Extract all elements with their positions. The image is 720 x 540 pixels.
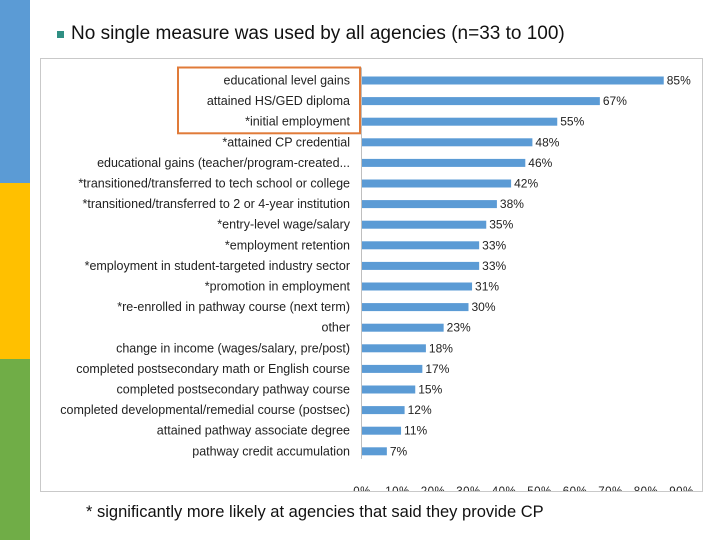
bar	[362, 241, 480, 250]
category-label: attained pathway associate degree	[157, 424, 350, 438]
category-label: *entry-level wage/salary	[217, 218, 350, 232]
bar	[362, 97, 600, 106]
value-label: 46%	[528, 156, 552, 170]
category-label: completed postsecondary math or English …	[76, 362, 350, 376]
category-label: educational level gains	[224, 74, 350, 88]
value-label: 12%	[408, 403, 432, 417]
category-label: *employment in student-targeted industry…	[85, 259, 350, 273]
category-label: *re-enrolled in pathway course (next ter…	[117, 300, 350, 314]
category-label: *attained CP credential	[222, 135, 350, 149]
bar	[362, 261, 480, 270]
slide-title: No single measure was used by all agenci…	[71, 23, 565, 44]
bar	[362, 385, 416, 394]
bar-chart: educational level gains 85% attained HS/GE…	[60, 66, 694, 491]
category-label: completed developmental/remedial course …	[60, 403, 350, 417]
category-label: *transitioned/transferred to tech school…	[78, 177, 350, 191]
bar	[362, 179, 512, 188]
bar	[362, 117, 558, 126]
bar	[362, 303, 469, 312]
bar	[362, 426, 402, 435]
x-tick-label: 40%	[492, 486, 517, 491]
sidebar-accent	[0, 0, 30, 540]
x-tick-label: 60%	[563, 486, 588, 491]
footnote: * significantly more likely at agencies …	[86, 503, 544, 521]
value-label: 11%	[404, 424, 427, 438]
bar	[362, 158, 526, 167]
category-label: change in income (wages/salary, pre/post…	[116, 341, 350, 355]
category-label: other	[322, 321, 351, 335]
x-tick-label: 0%	[353, 486, 371, 491]
category-label: educational gains (teacher/program-creat…	[97, 156, 350, 170]
category-label: completed postsecondary pathway course	[117, 383, 351, 397]
x-tick-label: 50%	[527, 486, 552, 491]
value-label: 67%	[603, 94, 627, 108]
bar	[362, 364, 423, 373]
x-tick-label: 30%	[456, 486, 481, 491]
value-label: 7%	[390, 444, 408, 458]
bar	[362, 76, 664, 85]
value-label: 55%	[560, 115, 584, 129]
value-label: 30%	[472, 300, 496, 314]
value-label: 15%	[418, 383, 442, 397]
x-tick-label: 10%	[385, 486, 410, 491]
value-label: 48%	[535, 135, 559, 149]
bar	[362, 138, 533, 147]
value-label: 31%	[475, 280, 499, 294]
sidebar-blue-segment	[0, 0, 30, 183]
category-label: *promotion in employment	[205, 280, 351, 294]
value-label: 33%	[482, 238, 506, 252]
chart-area: educational level gains 85% attained HS/GE…	[40, 58, 703, 492]
square-bullet-icon	[57, 30, 64, 38]
sidebar-green-segment	[0, 359, 30, 540]
category-label: pathway credit accumulation	[192, 444, 350, 458]
bar	[362, 282, 473, 291]
bar	[362, 200, 497, 209]
category-label: attained HS/GED diploma	[207, 94, 350, 108]
sidebar-yellow-segment	[0, 183, 30, 359]
value-label: 33%	[482, 259, 506, 273]
x-tick-label: 90%	[669, 486, 694, 491]
category-label: *employment retention	[225, 238, 350, 252]
slide-title-row: No single measure was used by all agenci…	[57, 20, 565, 48]
value-label: 18%	[429, 341, 453, 355]
value-label: 38%	[500, 197, 524, 211]
x-tick-label: 20%	[421, 486, 446, 491]
category-label: *transitioned/transferred to 2 or 4-year…	[83, 197, 351, 211]
bar	[362, 220, 487, 229]
bar	[362, 344, 426, 353]
value-label: 42%	[514, 177, 538, 191]
x-tick-label: 70%	[598, 486, 623, 491]
highlight-box	[177, 66, 361, 135]
bar	[362, 323, 444, 332]
category-label: *initial employment	[245, 115, 350, 129]
x-tick-label: 80%	[634, 486, 659, 491]
value-label: 35%	[489, 218, 513, 232]
bar	[362, 406, 405, 415]
value-label: 23%	[447, 321, 471, 335]
value-label: 85%	[667, 74, 691, 88]
bar	[362, 447, 387, 456]
value-label: 17%	[425, 362, 449, 376]
